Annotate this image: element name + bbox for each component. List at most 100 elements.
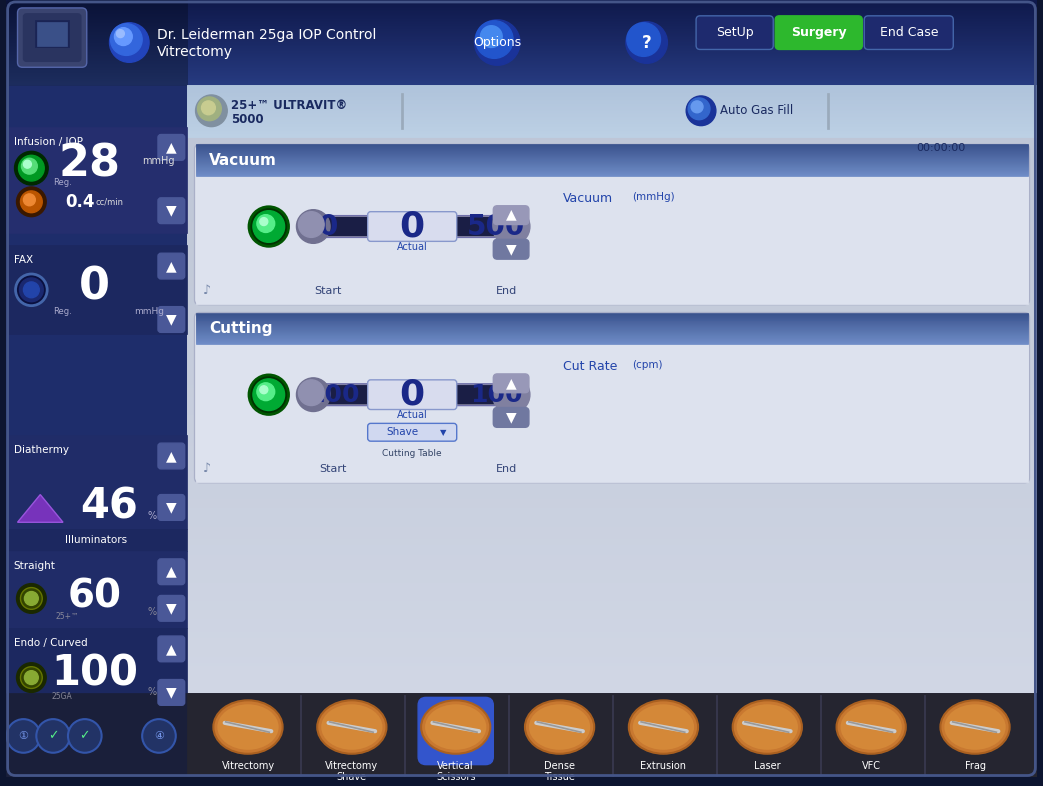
- Bar: [5, 69, 187, 70]
- Bar: [187, 428, 1038, 429]
- Ellipse shape: [836, 700, 905, 754]
- Bar: [5, 57, 187, 58]
- Bar: [196, 343, 1028, 344]
- Bar: [187, 372, 1038, 373]
- Bar: [187, 110, 1038, 111]
- Bar: [187, 273, 1038, 274]
- Bar: [187, 596, 1038, 597]
- Bar: [187, 368, 1038, 369]
- Bar: [187, 183, 1038, 184]
- Bar: [196, 324, 1028, 325]
- Bar: [187, 185, 1038, 186]
- Bar: [187, 637, 1038, 638]
- Bar: [187, 149, 1038, 150]
- Bar: [187, 626, 1038, 627]
- Bar: [187, 162, 1038, 163]
- Bar: [187, 678, 1038, 680]
- Bar: [5, 60, 1038, 61]
- Bar: [187, 609, 1038, 610]
- Bar: [187, 527, 1038, 528]
- Bar: [187, 195, 1038, 196]
- Bar: [196, 176, 1028, 303]
- Bar: [5, 55, 187, 57]
- Bar: [5, 42, 187, 43]
- Bar: [187, 94, 1038, 95]
- Bar: [187, 190, 1038, 191]
- Bar: [187, 161, 1038, 162]
- Text: 0: 0: [399, 378, 425, 412]
- Bar: [187, 169, 1038, 170]
- Bar: [187, 616, 1038, 617]
- Bar: [187, 463, 1038, 464]
- Bar: [5, 37, 1038, 38]
- Bar: [187, 89, 1038, 90]
- Bar: [187, 546, 1038, 547]
- Bar: [187, 297, 1038, 298]
- Bar: [5, 10, 1038, 11]
- Circle shape: [476, 20, 513, 58]
- Bar: [187, 105, 1038, 106]
- Bar: [5, 77, 1038, 78]
- Bar: [187, 215, 1038, 217]
- Bar: [5, 77, 187, 78]
- Bar: [5, 8, 187, 9]
- Text: Cut Rate: Cut Rate: [562, 360, 616, 373]
- Bar: [196, 164, 1028, 165]
- Bar: [187, 567, 1038, 569]
- Text: SetUp: SetUp: [715, 26, 753, 39]
- Text: ▲: ▲: [166, 259, 176, 273]
- Bar: [187, 413, 1038, 414]
- Bar: [196, 160, 1028, 161]
- Bar: [187, 656, 1038, 657]
- Bar: [187, 472, 1038, 473]
- Bar: [187, 410, 1038, 412]
- Bar: [187, 341, 1038, 342]
- Bar: [5, 693, 1038, 777]
- Circle shape: [692, 101, 703, 112]
- Bar: [187, 125, 1038, 126]
- Bar: [187, 301, 1038, 302]
- Bar: [187, 202, 1038, 203]
- Bar: [5, 10, 187, 11]
- Circle shape: [23, 282, 40, 298]
- Bar: [187, 434, 1038, 435]
- Bar: [187, 207, 1038, 208]
- Bar: [187, 525, 1038, 527]
- Bar: [187, 474, 1038, 475]
- Bar: [187, 277, 1038, 278]
- Bar: [5, 4, 1038, 5]
- Bar: [5, 31, 1038, 33]
- Bar: [5, 35, 1038, 37]
- Bar: [187, 458, 1038, 459]
- Text: Options: Options: [474, 36, 522, 49]
- Bar: [187, 326, 1038, 328]
- Bar: [187, 422, 1038, 424]
- Text: (mmHg): (mmHg): [632, 192, 675, 202]
- Bar: [5, 43, 187, 45]
- Bar: [187, 450, 1038, 451]
- Polygon shape: [18, 494, 63, 522]
- Text: 25GA: 25GA: [51, 692, 72, 701]
- Bar: [5, 628, 187, 693]
- Bar: [187, 426, 1038, 428]
- Bar: [5, 34, 187, 35]
- Bar: [196, 153, 1028, 154]
- Bar: [187, 266, 1038, 267]
- Bar: [187, 172, 1038, 173]
- Bar: [187, 222, 1038, 223]
- Bar: [187, 298, 1038, 299]
- Bar: [187, 402, 1038, 403]
- Bar: [196, 166, 1028, 167]
- Bar: [187, 680, 1038, 681]
- Bar: [187, 510, 1038, 512]
- Bar: [187, 171, 1038, 172]
- Bar: [5, 7, 1038, 8]
- Bar: [187, 354, 1038, 355]
- Bar: [5, 2, 1038, 3]
- FancyBboxPatch shape: [18, 8, 87, 68]
- Bar: [5, 34, 1038, 35]
- Bar: [187, 465, 1038, 466]
- Bar: [187, 309, 1038, 310]
- Bar: [5, 13, 1038, 14]
- Bar: [187, 358, 1038, 359]
